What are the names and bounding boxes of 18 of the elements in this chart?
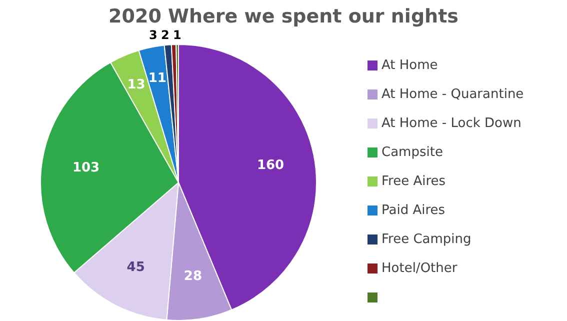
legend-label: At Home - Lock Down <box>382 116 522 131</box>
legend-label: Paid Aires <box>382 203 446 218</box>
data-label: 3 <box>149 28 158 42</box>
data-label: 11 <box>148 70 166 86</box>
data-label: 45 <box>126 260 145 276</box>
data-label: 1 <box>173 28 182 42</box>
data-label: 13 <box>127 78 146 92</box>
legend-label: Campsite <box>382 145 443 160</box>
data-label: 160 <box>256 158 284 174</box>
legend-label: At Home - Quarantine <box>382 87 524 102</box>
legend-label: Free Camping <box>382 232 472 247</box>
legend-label: At Home <box>382 58 438 73</box>
legend-label: Hotel/Other <box>382 261 458 276</box>
chart-title: 2020 Where we spent our nights <box>108 6 458 28</box>
data-label: 2 <box>161 28 170 42</box>
data-label: 103 <box>72 160 100 176</box>
data-label: 28 <box>184 269 202 284</box>
legend-label: Free Aires <box>382 174 446 189</box>
